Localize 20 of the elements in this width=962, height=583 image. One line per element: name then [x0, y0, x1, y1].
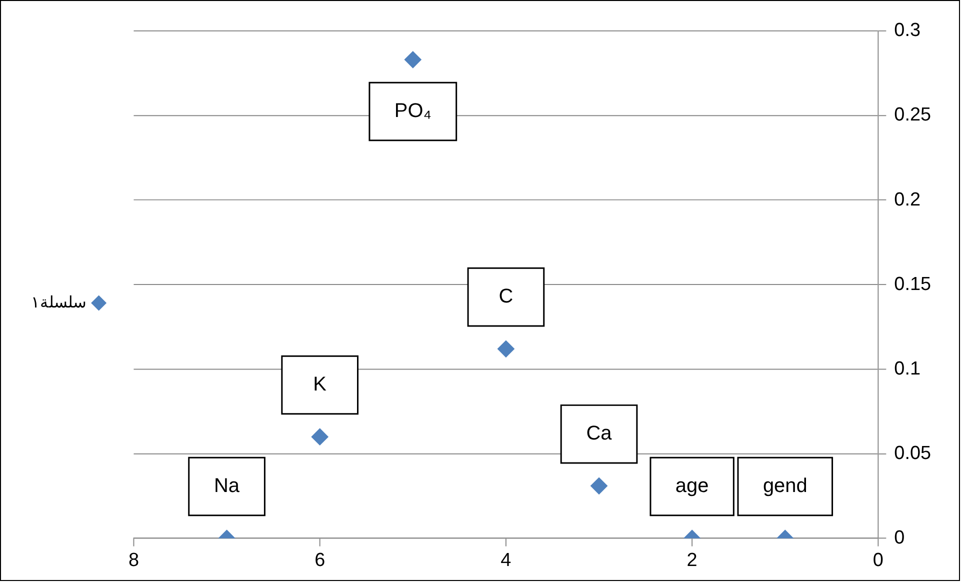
annotation: C	[498, 286, 514, 308]
y-tick-label: 0.25	[894, 104, 932, 126]
x-tick-label: 2	[686, 550, 698, 571]
y-tick-label: 0.15	[894, 274, 932, 295]
annotation: gend	[762, 475, 808, 498]
y-tick-label: 0.05	[894, 442, 932, 464]
legend-label: سلسلة١	[30, 294, 86, 312]
y-tick-label: 0.3	[894, 20, 920, 42]
annotation: age	[675, 475, 709, 498]
annotation: Ca	[586, 422, 613, 445]
annotation: K	[313, 374, 328, 396]
annotation: PO₄	[394, 100, 432, 122]
y-tick-label: 0.1	[894, 358, 920, 380]
x-tick-label: 4	[500, 550, 512, 571]
y-tick-label: 0.2	[894, 189, 920, 210]
x-tick-label: 0	[872, 550, 884, 571]
x-tick-label: 8	[128, 550, 139, 571]
x-tick-label: 6	[314, 550, 326, 571]
y-tick-label: 0	[894, 528, 905, 549]
annotation: Na	[214, 475, 240, 498]
